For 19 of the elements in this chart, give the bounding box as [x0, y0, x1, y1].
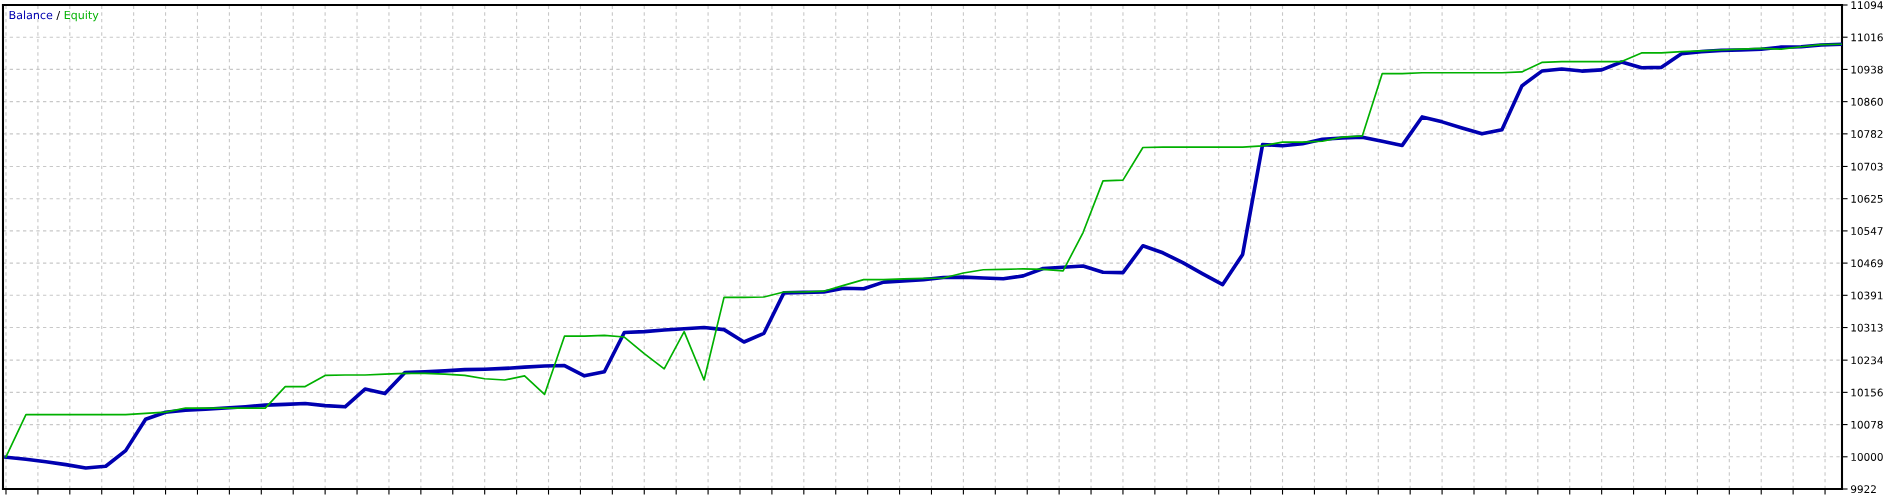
y-tick-label: 9922 — [1850, 485, 1876, 494]
y-tick-label: 11094 — [1851, 1, 1883, 10]
y-tick-label: 10860 — [1851, 97, 1883, 106]
y-tick-label: 11016 — [1851, 33, 1883, 42]
y-tick-label: 10313 — [1851, 323, 1883, 332]
y-tick-label: 10078 — [1851, 420, 1883, 429]
y-tick-label: 10234 — [1851, 356, 1883, 365]
y-tick-label: 10391 — [1851, 291, 1883, 300]
y-tick-label: 10469 — [1851, 259, 1883, 268]
y-tick-label: 10625 — [1851, 194, 1883, 203]
annotation: / — [56, 10, 61, 21]
y-tick-label: 10782 — [1851, 130, 1883, 138]
y-tick-label: 10703 — [1851, 162, 1883, 171]
text: Equity — [64, 10, 99, 22]
y-tick-label: 10547 — [1851, 227, 1883, 235]
y-tick-label: 10156 — [1851, 388, 1883, 397]
text: Balance — [9, 10, 53, 20]
y-tick-label: 10938 — [1851, 65, 1883, 74]
y-tick-label: 10000 — [1851, 453, 1883, 461]
